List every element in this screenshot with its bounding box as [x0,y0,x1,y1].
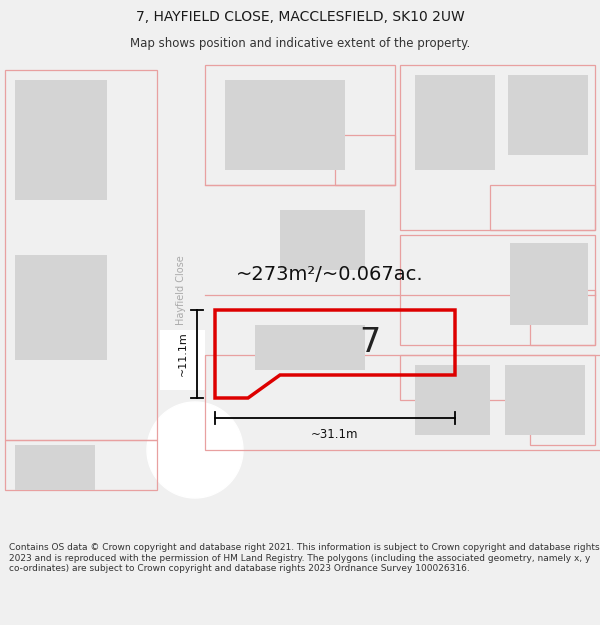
Bar [15,80,107,200]
Text: Contains OS data © Crown copyright and database right 2021. This information is : Contains OS data © Crown copyright and d… [9,544,599,573]
Text: ~11.1m: ~11.1m [178,332,188,376]
Bar [415,365,490,435]
Bar [15,255,107,360]
Text: ~31.1m: ~31.1m [311,429,359,441]
Bar [508,75,588,155]
Bar [225,80,345,170]
Bar [15,445,95,490]
Text: Map shows position and indicative extent of the property.: Map shows position and indicative extent… [130,38,470,51]
Bar [160,330,205,390]
Text: Hayfield Close: Hayfield Close [176,255,186,325]
Bar [255,325,365,370]
Polygon shape [147,402,243,498]
Bar [510,243,588,325]
Bar [280,210,365,270]
Bar [505,365,585,435]
Text: 7, HAYFIELD CLOSE, MACCLESFIELD, SK10 2UW: 7, HAYFIELD CLOSE, MACCLESFIELD, SK10 2U… [136,10,464,24]
Bar [415,75,495,170]
Text: 7: 7 [359,326,380,359]
Text: ~273m²/~0.067ac.: ~273m²/~0.067ac. [236,266,424,284]
